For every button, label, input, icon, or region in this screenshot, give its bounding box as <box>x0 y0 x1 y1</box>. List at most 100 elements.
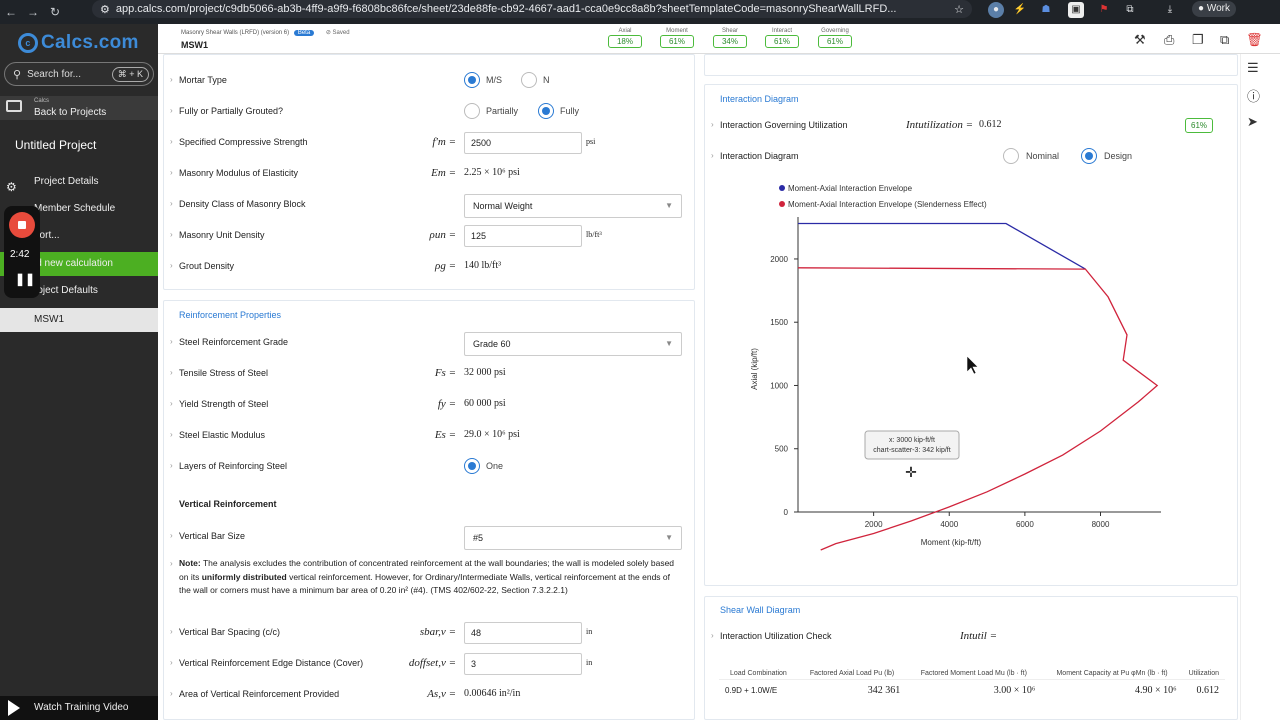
chevron-right-icon[interactable]: › <box>170 559 173 568</box>
calcs-logo[interactable]: c Calcs.com <box>18 32 139 54</box>
moment-utilization[interactable]: Moment 61% <box>660 28 694 48</box>
back-label: Back to Projects <box>34 107 107 118</box>
fm-row: › Specified Compressive Strength f′m = 2… <box>164 132 694 154</box>
fully-radio[interactable] <box>538 103 554 119</box>
pause-icon[interactable]: ❚❚ <box>15 272 36 286</box>
sidebar-item-project-defaults[interactable]: roject Defaults <box>0 279 158 303</box>
extension-icon[interactable]: ▣ <box>1068 2 1084 18</box>
spacing-input[interactable]: 48 <box>464 622 582 644</box>
axial-utilization[interactable]: Axial 18% <box>608 28 642 48</box>
chevron-right-icon[interactable]: › <box>170 368 173 377</box>
mortar-ms-radio[interactable] <box>464 72 480 88</box>
logo-text: Calcs.com <box>41 32 139 53</box>
magic-wand-icon[interactable]: ⚒ <box>1134 32 1146 47</box>
extension-icon[interactable]: ⚑ <box>1099 4 1109 15</box>
bookmark-star-icon[interactable]: ☆ <box>954 3 964 16</box>
print-icon[interactable]: ⎙ <box>1164 32 1175 47</box>
chevron-right-icon[interactable]: › <box>170 399 173 408</box>
reload-icon[interactable]: ↻ <box>49 5 61 19</box>
extension-icon[interactable]: ⚡ <box>1013 4 1027 15</box>
sidebar-item-msw1[interactable]: MSW1 <box>0 308 158 332</box>
fm-input[interactable]: 2500 <box>464 132 582 154</box>
shear-utilization[interactable]: Shear 34% <box>713 28 747 48</box>
grouted-label: Fully or Partially Grouted? <box>179 106 284 116</box>
design-radio[interactable] <box>1081 148 1097 164</box>
chevron-right-icon[interactable]: › <box>170 230 173 239</box>
extension-icon[interactable]: ● <box>988 2 1004 18</box>
sheet-name[interactable]: MSW1 <box>181 40 208 50</box>
layers-one-radio[interactable] <box>464 458 480 474</box>
chevron-right-icon[interactable]: › <box>170 137 173 146</box>
interaction-title: Interaction Diagram <box>720 94 799 104</box>
interaction-chart[interactable]: Moment-Axial Interaction Envelope Moment… <box>725 177 1225 567</box>
governing-utilization[interactable]: Governing 61% <box>818 28 852 48</box>
chevron-right-icon[interactable]: › <box>170 168 173 177</box>
calcs-logo-icon: c <box>18 32 38 53</box>
interact-utilization[interactable]: Interact 61% <box>765 28 799 48</box>
site-settings-icon[interactable]: ⚙ <box>100 3 110 16</box>
chevron-right-icon[interactable]: › <box>170 199 173 208</box>
chevron-right-icon[interactable]: › <box>711 151 714 160</box>
chevron-right-icon[interactable]: › <box>170 75 173 84</box>
watch-training-video-button[interactable]: Watch Training Video <box>0 696 158 720</box>
forward-arrow-icon[interactable]: → <box>27 5 39 19</box>
bar-size-row: › Vertical Bar Size #5 ▼ <box>164 526 694 550</box>
chevron-right-icon[interactable]: › <box>170 430 173 439</box>
grade-select[interactable]: Grade 60 ▼ <box>464 332 682 356</box>
spacing-row: › Vertical Bar Spacing (c/c) sbar,v = 48… <box>164 622 694 644</box>
cover-input[interactable]: 3 <box>464 653 582 675</box>
project-title[interactable]: Untitled Project <box>15 138 97 152</box>
bar-size-select[interactable]: #5 ▼ <box>464 526 682 550</box>
search-input[interactable]: ⚲ Search for... ⌘ + K <box>4 62 154 86</box>
profile-button[interactable]: ● Work <box>1192 1 1236 17</box>
chevron-right-icon[interactable]: › <box>170 689 173 698</box>
unit-density-input[interactable]: 125 <box>464 225 582 247</box>
chevron-right-icon[interactable]: › <box>170 627 173 636</box>
chevron-down-icon: ▼ <box>665 533 673 542</box>
gov-badge: 61% <box>1185 118 1214 133</box>
chevron-right-icon[interactable]: › <box>170 261 173 270</box>
stop-recording-button[interactable] <box>9 212 35 238</box>
copy-icon[interactable]: ❐ <box>1192 32 1204 47</box>
chevron-right-icon[interactable]: › <box>170 461 173 470</box>
send-icon[interactable]: ➤ <box>1247 114 1258 129</box>
chevron-right-icon[interactable]: › <box>170 658 173 667</box>
grout-density-row: › Grout Density ρg = 140 lb/ft³ <box>164 257 694 277</box>
util-label: Shear <box>721 28 738 34</box>
download-icon[interactable]: ⤓ <box>1167 4 1173 15</box>
legend-label-envelope[interactable]: Moment-Axial Interaction Envelope <box>788 184 913 193</box>
duplicate-icon[interactable]: ⧉ <box>1220 32 1230 47</box>
chart-tooltip: x: 3000 kip-ft/ft chart-scatter-3: 342 k… <box>864 430 960 460</box>
extension-icon[interactable]: ☗ <box>1041 4 1051 15</box>
nominal-radio[interactable] <box>1003 148 1019 164</box>
em-label: Masonry Modulus of Elasticity <box>179 168 299 178</box>
address-bar[interactable]: ⚙ app.calcs.com/project/c9db5066-ab3b-4f… <box>92 0 972 18</box>
unit-density-symbol: ρun = <box>429 229 456 241</box>
list-icon[interactable]: ☰ <box>1247 60 1259 75</box>
column-header: Factored Axial Load Pu (lb) <box>809 669 895 677</box>
chevron-right-icon[interactable]: › <box>170 531 173 540</box>
mortar-n-radio[interactable] <box>521 72 537 88</box>
grade-label: Steel Reinforcement Grade <box>179 337 289 347</box>
help-icon[interactable]: ⓘ <box>1247 89 1261 104</box>
sidebar: c Calcs.com ⚲ Search for... ⌘ + K Calcs B… <box>0 24 158 720</box>
chevron-right-icon[interactable]: › <box>711 631 714 640</box>
back-arrow-icon[interactable]: ← <box>5 5 17 19</box>
gov-value: 0.612 <box>979 119 1002 130</box>
density-class-select[interactable]: Normal Weight ▼ <box>464 194 682 218</box>
extensions-puzzle-icon[interactable]: ⧉ <box>1126 4 1134 15</box>
sidebar-item-project-details[interactable]: ⚙ Project Details <box>0 170 158 194</box>
chevron-right-icon[interactable]: › <box>170 337 173 346</box>
chevron-right-icon[interactable]: › <box>170 106 173 115</box>
delete-icon[interactable]: 🗑 <box>1246 32 1263 47</box>
cover-row: › Vertical Reinforcement Edge Distance (… <box>164 653 694 675</box>
interaction-check-row: › Interaction Utilization Check Intutil … <box>705 627 1235 647</box>
sheet-header: Masonry Shear Walls (LRFD) (version 6) B… <box>158 24 1280 54</box>
partially-radio[interactable] <box>464 103 480 119</box>
beta-badge: Beta <box>293 30 315 36</box>
back-to-projects-button[interactable]: Calcs Back to Projects <box>0 96 158 120</box>
legend-marker-slenderness <box>779 201 785 207</box>
chevron-right-icon[interactable]: › <box>711 120 714 129</box>
legend-label-slenderness[interactable]: Moment-Axial Interaction Envelope (Slend… <box>788 200 987 209</box>
sidebar-item-report[interactable]: port... <box>0 224 158 248</box>
